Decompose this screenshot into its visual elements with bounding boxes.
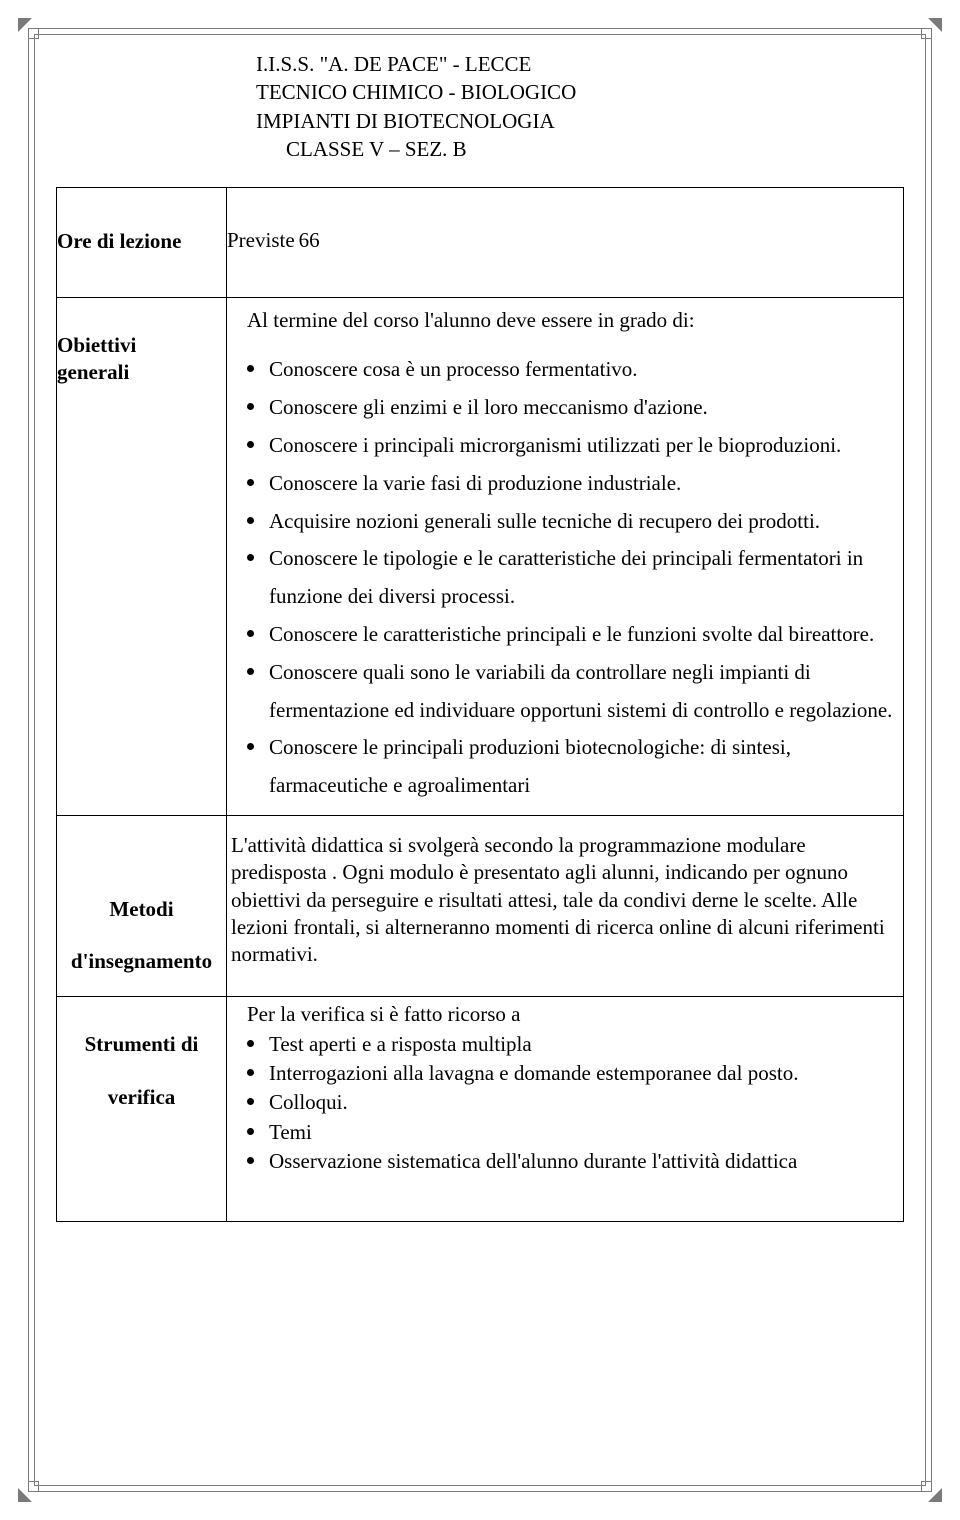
corner-icon xyxy=(18,1488,32,1502)
list-item: Test aperti e a risposta multipla xyxy=(247,1031,903,1060)
list-item: Conoscere le caratteristiche principali … xyxy=(247,616,903,654)
row-metodi: Metodi d'insegnamento L'attività didatti… xyxy=(57,815,904,996)
label-line: Metodi xyxy=(109,897,173,921)
header-line-1: I.I.S.S. "A. DE PACE" - LECCE xyxy=(256,50,904,78)
document-header: I.I.S.S. "A. DE PACE" - LECCE TECNICO CH… xyxy=(256,50,904,163)
list-item: Conoscere gli enzimi e il loro meccanism… xyxy=(247,389,903,427)
row-label: Strumenti di verifica xyxy=(57,1031,226,1110)
list-item: Conoscere quali sono le variabili da con… xyxy=(247,654,903,730)
corner-icon xyxy=(928,18,942,32)
syllabus-table: Ore di lezione Previste 66 Obiettivi gen… xyxy=(56,187,904,1222)
header-line-2: TECNICO CHIMICO - BIOLOGICO xyxy=(256,78,904,106)
row-obiettivi: Obiettivi generali Al termine del corso … xyxy=(57,298,904,816)
square-icon xyxy=(921,28,932,39)
list-item: Conoscere i principali microrganismi uti… xyxy=(247,427,903,465)
list-item: Conoscere le tipologie e le caratteristi… xyxy=(247,540,903,616)
list-item: Conoscere cosa è un processo fermentativ… xyxy=(247,351,903,389)
strumenti-intro: Per la verifica si è fatto ricorso a xyxy=(247,1001,903,1028)
header-line-4: CLASSE V – SEZ. B xyxy=(286,135,904,163)
list-item: Colloqui. xyxy=(247,1089,903,1118)
list-item: Osservazione sistematica dell'alunno dur… xyxy=(247,1148,903,1177)
square-icon xyxy=(921,1481,932,1492)
previste-value: 66 xyxy=(299,228,320,252)
strumenti-list: Test aperti e a risposta multipla Interr… xyxy=(247,1031,903,1177)
label-line: Strumenti di xyxy=(85,1032,199,1056)
content-area: I.I.S.S. "A. DE PACE" - LECCE TECNICO CH… xyxy=(56,50,904,1470)
label-line: verifica xyxy=(108,1085,176,1109)
list-item: Acquisire nozioni generali sulle tecnich… xyxy=(247,503,903,541)
label-line: Obiettivi xyxy=(57,333,136,357)
corner-icon xyxy=(928,1488,942,1502)
square-icon xyxy=(28,1481,39,1492)
label-line: generali xyxy=(57,360,129,384)
page: I.I.S.S. "A. DE PACE" - LECCE TECNICO CH… xyxy=(0,0,960,1520)
row-label: Obiettivi generali xyxy=(57,332,226,385)
obiettivi-list: Conoscere cosa è un processo fermentativ… xyxy=(247,351,903,805)
list-item: Conoscere la varie fasi di produzione in… xyxy=(247,465,903,503)
metodi-text: L'attività didattica si svolgerà secondo… xyxy=(227,816,903,996)
row-strumenti: Strumenti di verifica Per la verifica si… xyxy=(57,997,904,1222)
previste-label: Previste xyxy=(227,228,295,252)
header-line-3: IMPIANTI DI BIOTECNOLOGIA xyxy=(256,107,904,135)
label-line: d'insegnamento xyxy=(71,949,212,973)
row-label: Ore di lezione xyxy=(57,228,226,254)
obiettivi-intro: Al termine del corso l'alunno deve esser… xyxy=(247,308,903,333)
list-item: Conoscere le principali produzioni biote… xyxy=(247,729,903,805)
row-label: Metodi d'insegnamento xyxy=(57,896,226,975)
corner-icon xyxy=(18,18,32,32)
square-icon xyxy=(28,28,39,39)
list-item: Temi xyxy=(247,1119,903,1148)
row-ore-lezione: Ore di lezione Previste 66 xyxy=(57,188,904,298)
list-item: Interrogazioni alla lavagna e domande es… xyxy=(247,1060,903,1089)
